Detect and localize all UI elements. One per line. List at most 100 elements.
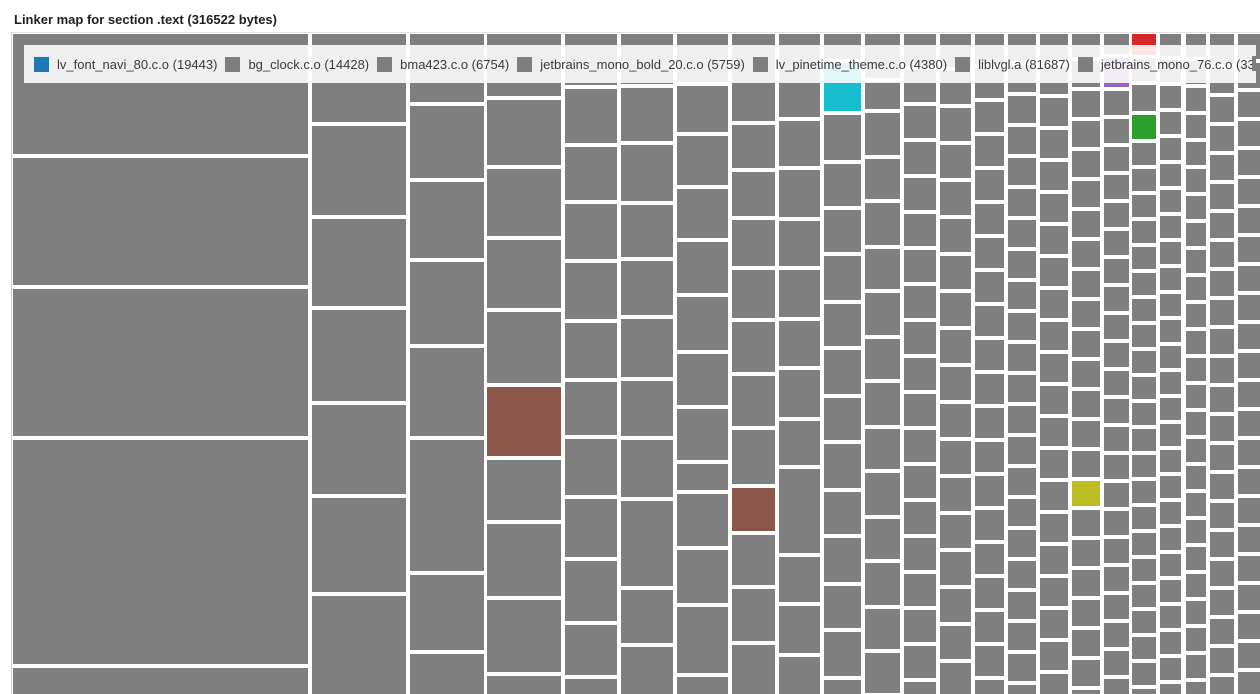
treemap-cell [565, 679, 617, 694]
treemap-cell [1210, 126, 1234, 151]
treemap-cell [621, 205, 673, 257]
treemap-cell [677, 189, 728, 238]
treemap-cell [1008, 220, 1036, 247]
treemap-cell [865, 609, 900, 649]
treemap-cell [904, 430, 936, 462]
treemap-cell [1160, 632, 1181, 654]
treemap-cell [1210, 300, 1234, 325]
treemap-cell [677, 242, 728, 293]
legend: lv_font_navi_80.c.o (19443) bg_clock.c.o … [24, 45, 1256, 83]
treemap-cell [1132, 273, 1156, 295]
treemap-cell [1132, 585, 1156, 607]
treemap-cell [1072, 241, 1100, 267]
treemap-cell [621, 261, 673, 315]
treemap-cell [1238, 556, 1260, 581]
treemap-cell [779, 657, 820, 694]
treemap-cell [1132, 195, 1156, 217]
treemap-cell [824, 115, 861, 160]
treemap-cell [904, 646, 936, 678]
treemap-cell [1008, 158, 1036, 185]
treemap-cell [1040, 674, 1068, 694]
legend-item: jetbrains_mono_bold_20.c.o (5759) [517, 56, 745, 72]
treemap-cell [975, 136, 1004, 166]
treemap-cell [865, 473, 900, 515]
treemap-cell [824, 210, 861, 252]
treemap-cell [1238, 643, 1260, 668]
treemap-cell [940, 145, 971, 178]
treemap-cell [1008, 654, 1036, 681]
treemap-cell [677, 136, 728, 185]
treemap-cell [1132, 611, 1156, 633]
treemap-cell [621, 88, 673, 141]
treemap-cell [1132, 325, 1156, 347]
treemap-cell [1040, 482, 1068, 510]
treemap-cell [410, 182, 484, 258]
treemap-cell [1238, 237, 1260, 262]
treemap-cell [1072, 301, 1100, 327]
treemap-cell [1072, 391, 1100, 417]
legend-item-label: jetbrains_mono_bold_20.c.o (5759) [540, 56, 745, 72]
treemap-cell [312, 126, 406, 215]
treemap-cell [1210, 213, 1234, 238]
legend-item-label: lv_pinetime_theme.c.o (4380) [775, 56, 948, 72]
page-title: Linker map for section .text (316522 byt… [14, 12, 277, 27]
treemap-cell [487, 240, 561, 308]
treemap-cell [1072, 331, 1100, 357]
treemap-cell [1186, 574, 1206, 597]
treemap-cell [1132, 85, 1156, 111]
treemap-cell [1072, 570, 1100, 596]
treemap-cell [1238, 324, 1260, 349]
treemap-cell [1186, 412, 1206, 435]
legend-item-label: bg_clock.c.o (14428) [248, 56, 370, 72]
treemap-cell [904, 610, 936, 642]
treemap-cell [621, 381, 673, 436]
treemap-cell [1160, 424, 1181, 446]
treemap-cell [1072, 600, 1100, 626]
treemap-cell [865, 429, 900, 469]
treemap-cell [1040, 354, 1068, 382]
legend-swatch-icon [955, 56, 971, 72]
treemap-cell [1210, 271, 1234, 296]
treemap-cell [677, 354, 728, 405]
treemap-cell [1072, 510, 1100, 536]
treemap-cell [1132, 169, 1156, 191]
treemap-cell [975, 578, 1004, 608]
legend-item-label: liblvgl.a (81687) [978, 56, 1070, 72]
treemap-cell [824, 304, 861, 346]
treemap-cell [824, 256, 861, 300]
legend-item: bma423.c.o (6754) [377, 56, 509, 72]
treemap-cell [1132, 689, 1156, 694]
treemap-cell [1072, 121, 1100, 147]
treemap-cell [1160, 164, 1181, 186]
treemap-cell [1132, 429, 1156, 451]
treemap-cell [312, 498, 406, 592]
treemap-cell [1104, 679, 1129, 694]
treemap-cell [1008, 685, 1036, 694]
treemap-cell [865, 339, 900, 379]
treemap-cell [1104, 371, 1129, 395]
treemap-cell [487, 460, 561, 520]
treemap-cell [1160, 476, 1181, 498]
treemap-cell [1238, 469, 1260, 494]
treemap-cell [1160, 216, 1181, 238]
treemap-cell [1104, 595, 1129, 619]
treemap-cell [940, 182, 971, 215]
legend-item: lv_font_navi_80.c.o (19443) [34, 56, 217, 72]
treemap-cell [1132, 559, 1156, 581]
treemap-cell [1160, 606, 1181, 628]
treemap-cell [1104, 287, 1129, 311]
treemap-cell [1072, 540, 1100, 566]
treemap-cell [565, 147, 617, 200]
treemap-cell [1238, 295, 1260, 320]
treemap-cell [1132, 637, 1156, 659]
treemap-cell [13, 440, 308, 664]
treemap-cell [1210, 416, 1234, 441]
treemap-cell [1008, 499, 1036, 526]
treemap-cell [1186, 547, 1206, 570]
treemap-cell [677, 86, 728, 132]
treemap-cell [677, 297, 728, 350]
treemap-cell [904, 466, 936, 498]
treemap-cell [1104, 399, 1129, 423]
